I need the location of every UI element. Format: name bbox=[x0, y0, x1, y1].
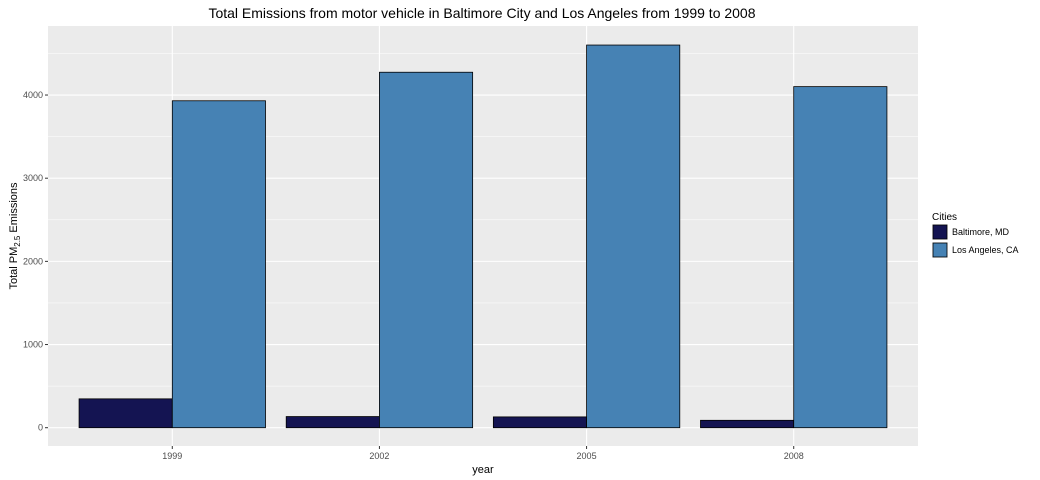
x-axis-title: year bbox=[472, 464, 494, 476]
y-tick-label: 1000 bbox=[23, 340, 43, 350]
bar bbox=[78, 398, 173, 429]
bar bbox=[586, 44, 681, 429]
y-axis-title-prefix: Total PM bbox=[8, 247, 20, 290]
legend: Baltimore, MD Los Angeles, CA bbox=[932, 224, 1019, 258]
legend-label: Los Angeles, CA bbox=[952, 245, 1019, 255]
bar bbox=[492, 416, 587, 429]
bar bbox=[285, 416, 380, 429]
legend-swatch bbox=[932, 242, 948, 258]
bar bbox=[171, 100, 266, 429]
legend-label: Baltimore, MD bbox=[952, 227, 1010, 237]
bar bbox=[700, 419, 795, 429]
y-axis-ticks: 0 1000 2000 3000 4000 bbox=[23, 90, 48, 433]
chart-title: Total Emissions from motor vehicle in Ba… bbox=[208, 5, 755, 21]
x-tick-label: 2005 bbox=[577, 451, 597, 461]
y-axis-title-suffix: Emissions bbox=[8, 182, 20, 236]
y-tick-label: 0 bbox=[38, 423, 43, 433]
y-tick-label: 4000 bbox=[23, 90, 43, 100]
legend-swatch bbox=[932, 224, 948, 240]
bar bbox=[379, 71, 474, 429]
y-tick-label: 3000 bbox=[23, 173, 43, 183]
x-tick-label: 2008 bbox=[784, 451, 804, 461]
bars bbox=[78, 44, 888, 429]
y-tick-label: 2000 bbox=[23, 256, 43, 266]
y-axis-title-subscript: 2.5 bbox=[13, 235, 22, 247]
x-tick-label: 2002 bbox=[369, 451, 389, 461]
y-axis-title: Total PM2.5 Emissions bbox=[8, 182, 22, 290]
bar bbox=[793, 86, 888, 429]
legend-title: Cities bbox=[932, 212, 957, 223]
x-tick-label: 1999 bbox=[162, 451, 182, 461]
x-axis-ticks: 1999 2002 2005 2008 bbox=[162, 446, 804, 461]
